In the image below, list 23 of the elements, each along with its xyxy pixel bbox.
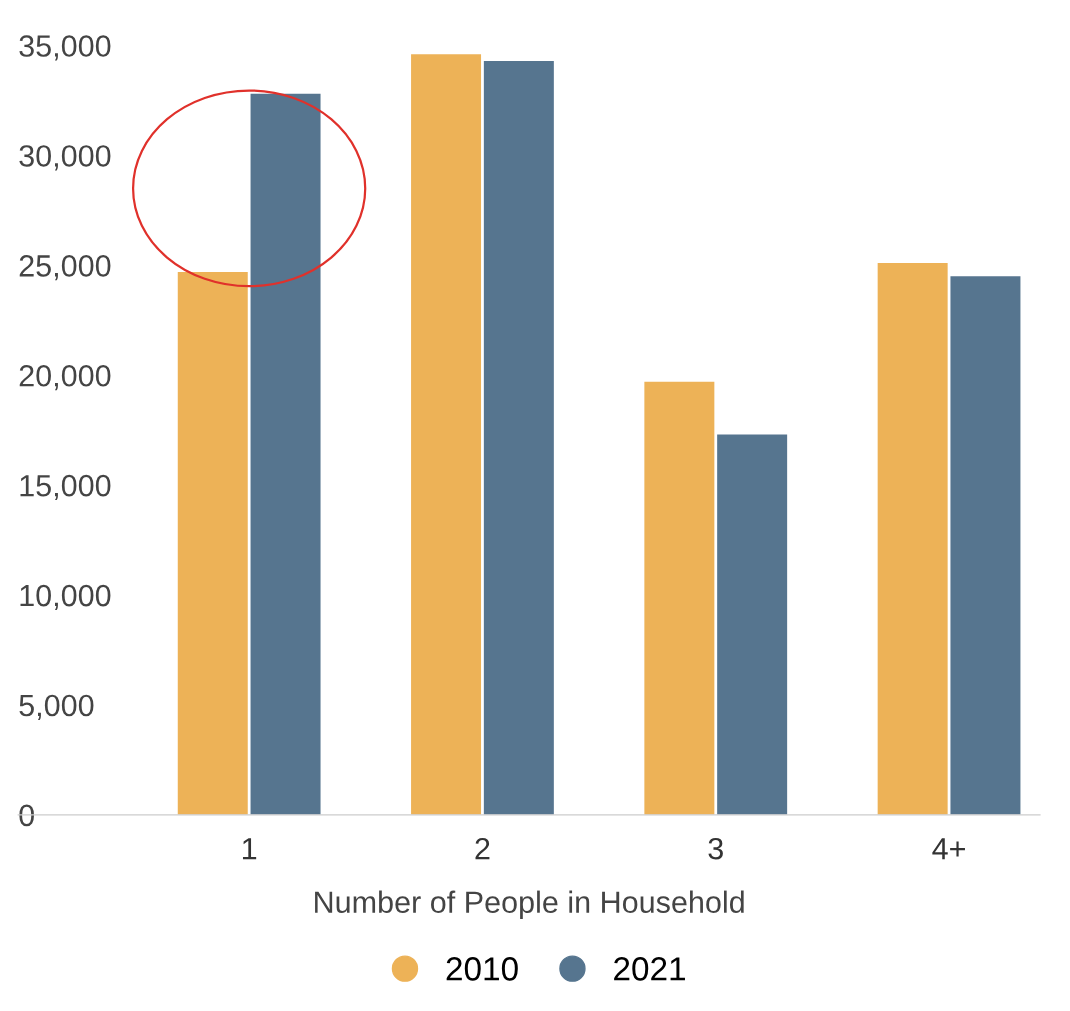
- legend-label: 2021: [614, 957, 685, 981]
- x-axis-title: Number of People in Household: [315, 890, 744, 920]
- bar: [950, 276, 1021, 815]
- bar: [411, 54, 482, 815]
- bar: [717, 434, 788, 815]
- x-tick-label: 2: [475, 837, 490, 860]
- bar: [644, 381, 715, 815]
- bar: [250, 93, 321, 815]
- bar: [877, 263, 948, 815]
- bar: [483, 60, 554, 815]
- y-tick-label: 0: [19, 804, 34, 827]
- y-tick-label: 25,000: [19, 255, 111, 281]
- x-tick-label: 4+: [932, 838, 965, 860]
- legend-label: 2010: [446, 957, 518, 981]
- y-tick-label: 35,000: [19, 35, 111, 61]
- y-tick-label: 20,000: [19, 364, 111, 391]
- y-tick-label: 5,000: [19, 694, 94, 720]
- x-tick-label: 1: [242, 838, 257, 860]
- x-tick-label: 3: [708, 837, 723, 860]
- y-tick-label: 15,000: [20, 474, 111, 501]
- y-tick-label: 30,000: [19, 145, 111, 171]
- y-tick-label: 10,000: [20, 584, 111, 611]
- bar: [177, 271, 248, 815]
